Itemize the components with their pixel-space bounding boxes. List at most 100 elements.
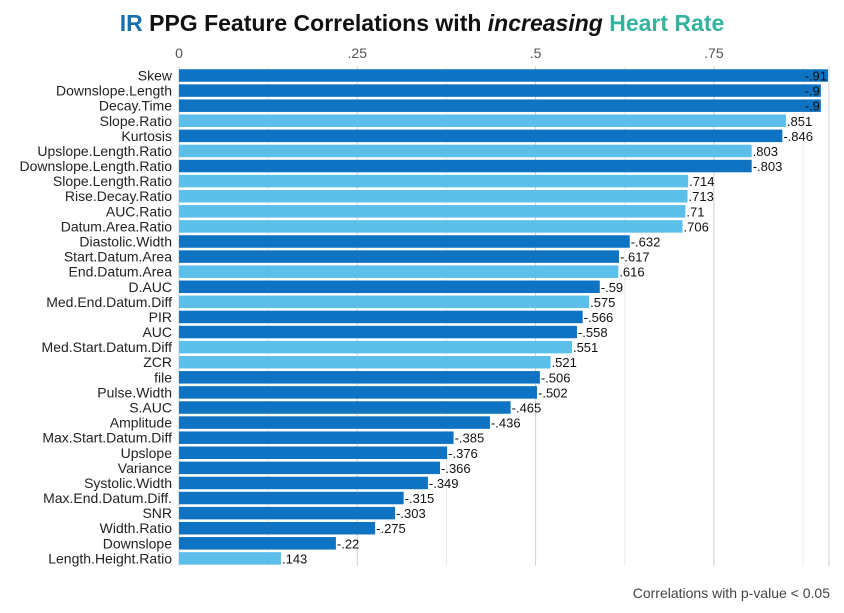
value-label: -.846 [783, 129, 813, 144]
y-category-label: Amplitude [110, 415, 172, 431]
value-label: .714 [689, 174, 714, 189]
value-label: .851 [787, 114, 812, 129]
value-label: -.303 [396, 506, 426, 521]
value-label: -.803 [753, 159, 783, 174]
x-tick-label: 0 [175, 45, 183, 61]
y-category-label: Skew [138, 68, 173, 84]
value-label: -.566 [584, 310, 614, 325]
y-category-label: Start.Datum.Area [64, 249, 172, 265]
bar [179, 491, 404, 505]
value-label: .551 [573, 340, 598, 355]
value-label: .713 [689, 189, 714, 204]
y-category-label: Slope.Length.Ratio [53, 173, 172, 189]
y-category-label: Kurtosis [121, 128, 172, 144]
y-category-label: Downslope.Length.Ratio [19, 158, 172, 174]
value-label: .706 [684, 219, 709, 234]
bar [179, 401, 511, 414]
y-category-label: Upslope.Length.Ratio [37, 143, 172, 159]
bar [179, 265, 619, 278]
bar [179, 386, 538, 399]
bar [179, 144, 752, 158]
value-label: .575 [590, 295, 615, 310]
value-label: -.632 [631, 235, 661, 250]
y-category-label: D.AUC [128, 279, 172, 295]
y-category-label: AUC.Ratio [106, 203, 172, 219]
value-label: -.315 [405, 491, 435, 506]
bar [179, 159, 752, 173]
y-category-label: ZCR [143, 354, 172, 370]
y-category-label: file [154, 369, 172, 385]
value-label: -.349 [429, 476, 459, 491]
value-label: -.275 [376, 521, 406, 536]
y-category-label: Med.Start.Datum.Diff [42, 339, 173, 355]
value-label: -.617 [620, 250, 650, 265]
y-category-label: Downslope [103, 535, 172, 551]
x-axis-ticks: 0 .25 .5 .75 [175, 45, 724, 61]
value-label: -.91 [805, 69, 827, 84]
y-category-label: Downslope.Length [56, 83, 172, 99]
value-label: .616 [619, 265, 644, 280]
chart-title: IR PPG Feature Correlations with increas… [0, 10, 844, 37]
value-label: -.59 [601, 280, 623, 295]
y-category-label: Med.End.Datum.Diff [46, 294, 172, 310]
bar [179, 174, 689, 188]
x-tick-label: .25 [348, 45, 368, 61]
y-category-label: Variance [118, 460, 172, 476]
value-label: .521 [552, 355, 577, 370]
x-tick-label: .5 [530, 45, 542, 61]
y-category-label: SNR [142, 505, 172, 521]
bar [179, 189, 688, 203]
y-category-label: Width.Ratio [100, 520, 173, 536]
bar [179, 521, 376, 535]
bar [179, 355, 551, 369]
value-label: .71 [686, 204, 704, 219]
value-label: -.506 [541, 370, 571, 385]
y-category-label: Length.Height.Ratio [48, 550, 172, 566]
y-category-label: Max.Start.Datum.Diff [42, 430, 172, 446]
value-label: .143 [282, 551, 307, 566]
value-label: -.9 [805, 84, 820, 99]
y-category-label: Max.End.Datum.Diff. [43, 490, 172, 506]
y-category-label: AUC [142, 324, 172, 340]
bars [179, 69, 828, 565]
y-category-label: Upslope [121, 445, 173, 461]
y-category-label: Systolic.Width [84, 475, 172, 491]
bar [179, 295, 590, 309]
value-label: -.9 [805, 99, 820, 114]
bar [179, 114, 786, 128]
y-category-label: End.Datum.Area [69, 264, 173, 280]
y-axis-labels: SkewDownslope.LengthDecay.TimeSlope.Rati… [19, 68, 172, 567]
bar [179, 220, 683, 233]
value-label: -.465 [512, 401, 542, 416]
bar [179, 446, 448, 460]
bar [179, 476, 428, 490]
bar [179, 325, 577, 339]
bar [179, 205, 686, 218]
bar [179, 461, 441, 475]
y-category-label: Decay.Time [99, 98, 172, 114]
bar [179, 99, 821, 112]
value-labels: -.91-.9-.9.851-.846.803-.803.714.713.71.… [282, 69, 827, 567]
value-label: -.558 [578, 325, 608, 340]
bar [179, 69, 828, 82]
value-label: -.436 [491, 416, 521, 431]
bar [179, 310, 583, 324]
title-ir: IR [119, 10, 143, 36]
bar [179, 431, 454, 444]
bar [179, 129, 783, 143]
value-label: -.22 [337, 536, 359, 551]
value-label: -.366 [441, 461, 471, 476]
title-increasing: increasing [487, 10, 603, 36]
value-label: -.376 [448, 446, 478, 461]
bar [179, 84, 821, 97]
bar [179, 537, 336, 550]
bar [179, 506, 396, 520]
x-tick-label: .75 [704, 45, 724, 61]
y-category-label: Diastolic.Width [79, 234, 172, 250]
bar [179, 552, 281, 565]
bar [179, 235, 630, 248]
bar [179, 340, 572, 354]
value-label: -.502 [538, 385, 568, 400]
title-heart-rate: Heart Rate [602, 10, 725, 36]
